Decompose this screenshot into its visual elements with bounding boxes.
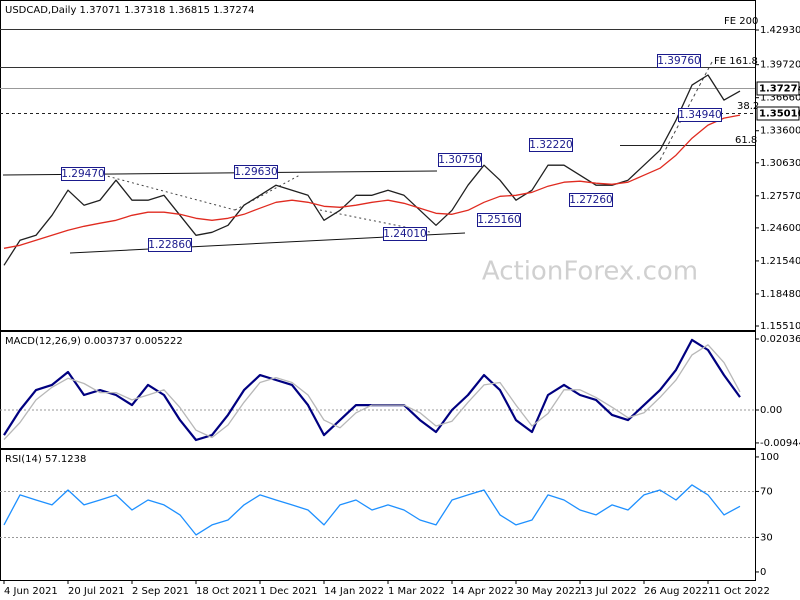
- x-tick-label: 26 Aug 2022: [644, 586, 708, 597]
- level-box: [383, 227, 427, 241]
- y-tick-label: 100: [760, 452, 779, 463]
- x-tick-label: 11 Oct 2022: [708, 586, 770, 597]
- annotation: FE 200: [724, 16, 758, 27]
- y-tick-label: 0: [760, 567, 766, 578]
- price-marker: 1.35010: [759, 109, 800, 120]
- x-tick-label: 1 Dec 2021: [260, 586, 318, 597]
- price-frame: [0, 0, 756, 331]
- dotted-line: [234, 174, 301, 211]
- level-box: [148, 238, 192, 252]
- y-tick-label: 1.36660: [760, 93, 800, 104]
- x-tick-label: 20 Jul 2021: [68, 586, 125, 597]
- panel-title: RSI(14) 57.1238: [5, 454, 86, 465]
- dotted-line: [319, 209, 431, 233]
- level-box: [438, 153, 482, 167]
- level-box: [477, 213, 521, 227]
- y-tick-label: 1.27570: [760, 191, 800, 202]
- y-tick-label: 1.42930: [760, 25, 800, 36]
- level-label: 1.25160: [477, 214, 520, 226]
- y-tick-label: 0.00: [760, 405, 782, 416]
- level-label: 1.30750: [438, 154, 481, 166]
- y-tick-label: -0.009448: [760, 438, 800, 449]
- x-tick-label: 2 Sep 2021: [132, 586, 189, 597]
- level-label: 1.24010: [383, 228, 426, 240]
- x-tick-label: 18 Oct 2021: [196, 586, 258, 597]
- level-label: 1.27260: [569, 194, 612, 206]
- y-tick-label: 1.30630: [760, 158, 800, 169]
- y-tick-label: 1.15510: [760, 321, 800, 332]
- level-box: [61, 167, 105, 181]
- x-tick-label: 4 Jun 2021: [4, 586, 58, 597]
- rsi-frame: [0, 449, 756, 581]
- price-marker-box: [756, 106, 800, 121]
- level-label: 1.39760: [657, 55, 700, 67]
- watermark: ActionForex.com: [482, 257, 698, 287]
- y-tick-label: 30: [760, 532, 773, 543]
- price-marker-box: [756, 81, 800, 96]
- level-label: 1.29630: [234, 166, 277, 178]
- y-tick-label: 0.02036: [760, 334, 800, 345]
- level-label: 1.29470: [61, 168, 104, 180]
- x-tick-label: 30 May 2022: [516, 586, 581, 597]
- y-tick-label: 1.24600: [760, 223, 800, 234]
- y-tick-label: 1.21540: [760, 256, 800, 267]
- x-tick-label: 1 Mar 2022: [388, 586, 445, 597]
- level-box: [529, 138, 573, 152]
- level-label: 1.22860: [148, 239, 191, 251]
- x-tick-label: 14 Apr 2022: [452, 586, 514, 597]
- level-box: [657, 54, 701, 68]
- y-tick-label: 1.18480: [760, 289, 800, 300]
- macd-frame: [0, 331, 756, 449]
- y-tick-label: 1.33600: [760, 126, 800, 137]
- level-box: [569, 193, 613, 207]
- annotation: 38.2: [737, 101, 759, 112]
- y-tick-label: 1.39720: [760, 60, 800, 71]
- level-label: 1.32220: [529, 139, 572, 151]
- level-label: 1.34940: [678, 109, 721, 121]
- y-tick-label: 70: [760, 486, 773, 497]
- panel-title: USDCAD,Daily 1.37071 1.37318 1.36815 1.3…: [5, 5, 255, 16]
- panel-title: MACD(12,26,9) 0.003737 0.005222: [5, 336, 183, 347]
- series-line: [3, 344, 741, 441]
- annotation: FE 161.8: [714, 56, 758, 67]
- panel-frames: [0, 0, 756, 581]
- series-line: [3, 114, 741, 249]
- series-line: [3, 484, 741, 536]
- annotation: 61.8: [735, 135, 757, 146]
- x-tick-label: 14 Jan 2022: [324, 586, 384, 597]
- level-box: [234, 165, 278, 179]
- level-box: [678, 108, 722, 122]
- x-tick-label: 13 Jul 2022: [580, 586, 637, 597]
- price-marker: 1.37274: [759, 84, 800, 95]
